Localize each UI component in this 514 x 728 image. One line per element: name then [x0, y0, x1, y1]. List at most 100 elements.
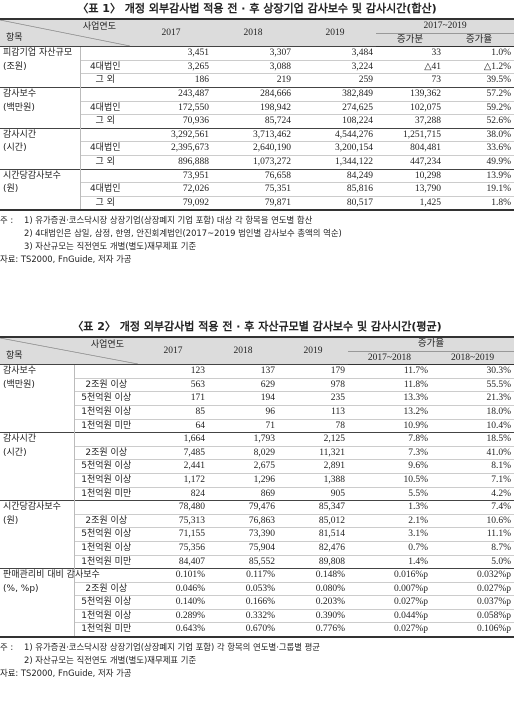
sub-label: 5천억원 이상	[73, 459, 138, 474]
cell-value: 139,362	[376, 86, 444, 102]
table-block: 〈표 1〉 개정 외부감사법 적용 전 · 후 상장기업 감사보수 및 감사시간…	[0, 0, 514, 266]
cell-value: 85,816	[294, 182, 376, 197]
cell-value: 3,484	[294, 46, 376, 61]
cell-value: 41.0%	[431, 445, 514, 460]
cell-value: 0.080%	[278, 581, 348, 596]
cell-value: 78,480	[138, 500, 208, 515]
cell-value: 78	[278, 418, 348, 433]
cell-value: 7.1%	[431, 472, 514, 488]
sub-label: 4대법인	[79, 100, 130, 115]
cell-value: 80,517	[294, 195, 376, 212]
header-item-label: 항목	[6, 33, 23, 44]
group-unit: (%, %p)	[3, 583, 39, 594]
cell-value: 75,904	[208, 540, 278, 555]
group-label-empty	[0, 419, 74, 433]
group-sub-row: (원) 2조원 이상 75,313 76,863 85,012 2.1% 10.6%	[0, 513, 514, 528]
group-sub-row: 5천억원 이상 0.140% 0.166% 0.203% 0.027%p 0.037%p	[0, 595, 514, 610]
sub-label-empty	[73, 500, 138, 515]
cell-value: 259	[294, 73, 376, 88]
group-label-empty	[0, 596, 74, 610]
cell-value: 0.203%	[278, 595, 348, 610]
group-sub-row: 1천억원 미만 0.643% 0.670% 0.776% 0.027%p 0.106%p	[0, 622, 514, 639]
cell-value: 10.9%	[348, 418, 431, 433]
cell-value: 123	[138, 364, 208, 379]
sub-label: 2조원 이상	[73, 377, 138, 392]
cell-value: 896,888	[130, 154, 212, 170]
note-text: 2) 자산규모는 직전연도 개별(별도)재무제표 기준	[24, 655, 197, 666]
header-row: 2017~2018 2018~2019	[0, 350, 514, 366]
cell-value: 2,395,673	[130, 141, 212, 156]
cell-value: 85	[138, 404, 208, 420]
cell-value: 3,451	[130, 46, 212, 61]
cell-value: 0.643%	[138, 622, 208, 639]
cell-value: 905	[278, 486, 348, 501]
cell-value: 75,356	[138, 540, 208, 555]
data-table: 사업연도 항목 2017 2018 2019 2017~2019 증가분 증가율 피감기업 자산…	[0, 17, 514, 212]
group-label-empty	[0, 622, 74, 639]
cell-value: 978	[278, 377, 348, 392]
note: 주 : 1) 유가증권·코스닥시장 상장기업(상장폐지 기업 포함) 대상 각 항…	[0, 214, 514, 227]
sub-label: 5천억원 이상	[73, 527, 138, 542]
table-head: 사업연도 항목 2017 2018 2019 증가율 2017~2018 2018~2019	[0, 335, 514, 366]
cell-value: 8,029	[208, 445, 278, 460]
cell-value: 71	[208, 418, 278, 433]
sub-label-empty	[79, 46, 130, 61]
data-table: 사업연도 항목 2017 2018 2019 증가율 2017~2018 2018~2019 감…	[0, 335, 514, 639]
cell-value: 869	[208, 486, 278, 501]
header-row: 사업연도 항목 2017 2018 2019 2017~2019	[0, 17, 514, 47]
sub-label: 4대법인	[79, 141, 130, 156]
cell-value: 3,088	[212, 59, 294, 74]
cell-value: 0.037%p	[431, 595, 514, 610]
cell-value: 81,514	[278, 527, 348, 542]
cell-value: 11,321	[278, 445, 348, 460]
cell-value: △1.2%	[444, 59, 514, 74]
cell-value: 0.166%	[208, 595, 278, 610]
cell-value: 79,871	[212, 195, 294, 212]
cell-value: 76,863	[208, 513, 278, 528]
cell-value: 89,808	[278, 554, 348, 569]
group-label: 시간당감사보수	[0, 500, 74, 515]
cell-value: 3.1%	[348, 527, 431, 542]
sub-label-empty	[73, 364, 138, 379]
sub-label: 그 외	[79, 73, 130, 88]
group-sub-row: 1천억원 미만 84,407 85,552 89,808 1.4% 5.0%	[0, 554, 514, 569]
header-change-col: 증가율	[444, 32, 514, 48]
note-text: 1) 유가증권·코스닥시장 상장기업(상장폐지 기업 포함) 각 항목의 연도별…	[24, 642, 321, 653]
cell-value: 37,288	[376, 114, 444, 129]
cell-value: △41	[376, 59, 444, 74]
cell-value: 57.2%	[444, 86, 514, 102]
header-change-col: 2017~2018	[348, 350, 431, 366]
cell-value: 0.140%	[138, 595, 208, 610]
sub-label: 1천억원 미만	[73, 486, 138, 501]
header-year-label: 사업연도	[82, 22, 116, 32]
cell-value: 804,481	[376, 141, 444, 156]
group-sub-row: 1천억원 이상 0.289% 0.332% 0.390% 0.044%p 0.058%p	[0, 608, 514, 623]
cell-value: 52.6%	[444, 114, 514, 129]
cell-value: 1.0%	[444, 46, 514, 61]
cell-value: 4,544,276	[294, 127, 376, 142]
cell-value: 13,790	[376, 182, 444, 197]
cell-value: 1,388	[278, 472, 348, 488]
cell-value: 84,249	[294, 168, 376, 183]
notes: 주 : 1) 유가증권·코스닥시장 상장기업(상장폐지 기업 포함) 각 항목의 …	[0, 641, 514, 680]
table-body: 감사보수 123 137 179 11.7% 30.3% (백만원) 2조원 이상 563 629…	[0, 364, 514, 639]
cell-value: 563	[138, 377, 208, 392]
group-total-row: 감사시간 3,292,561 3,713,462 4,544,276 1,251,715…	[0, 127, 514, 142]
note: 2) 자산규모는 직전연도 개별(별도)재무제표 기준	[0, 654, 514, 667]
note-text: 1) 유가증권·코스닥시장 상장기업(상장폐지 기업 포함) 대상 각 항목을 …	[24, 215, 313, 226]
cell-value: 3,713,462	[212, 127, 294, 142]
table-body: 피감기업 자산규모 3,451 3,307 3,484 33 1.0% (조원) 4대법인 3,…	[0, 46, 514, 212]
cell-value: 3,200,154	[294, 141, 376, 156]
group-sub-row: (시간) 2조원 이상 7,485 8,029 11,321 7.3% 41.0%	[0, 445, 514, 460]
group-label: 판매관리비 대비 감사보수	[0, 568, 100, 583]
cell-value: 102,075	[376, 100, 444, 115]
group-sub-row: (시간) 4대법인 2,395,673 2,640,190 3,200,154 804,4…	[0, 141, 514, 156]
note-text: 2) 4대법인은 삼일, 삼정, 한영, 안진회계법인(2017~2019 법인…	[24, 228, 342, 239]
cell-value: 0.101%	[138, 568, 208, 583]
cell-value: 5.0%	[431, 554, 514, 569]
header-diagonal: 사업연도 항목	[0, 336, 138, 365]
header-year: 2018	[208, 336, 278, 365]
cell-value: 64	[138, 418, 208, 433]
group-label: 감사시간	[0, 432, 74, 447]
